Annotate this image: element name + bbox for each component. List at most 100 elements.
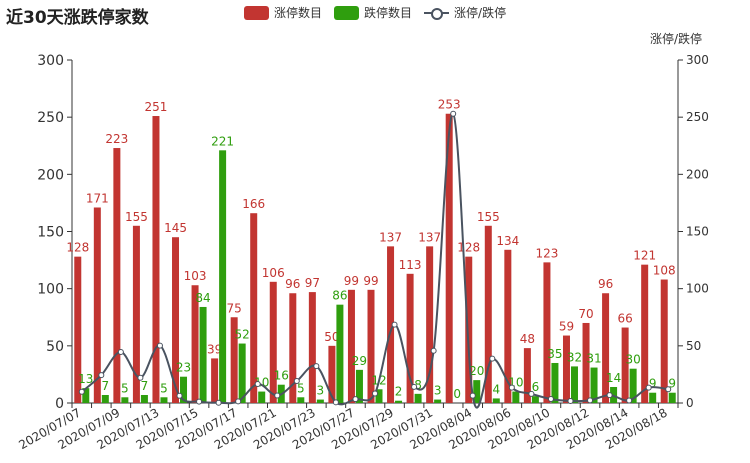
data-label-limit-up: 223 <box>105 132 128 146</box>
bar-limit-up <box>152 116 160 404</box>
legend-swatch-ratio <box>424 6 450 20</box>
ratio-point <box>489 355 496 362</box>
bar-limit-down <box>375 389 383 403</box>
data-label-limit-up: 96 <box>285 277 300 291</box>
y-right-tick-label: 250 <box>686 110 709 124</box>
y-left-tick-label: 0 <box>55 396 64 412</box>
data-label-limit-up: 137 <box>418 230 441 244</box>
legend-item-limit-down[interactable]: 跌停数目 <box>334 4 412 21</box>
data-label-limit-down: 30 <box>625 353 640 367</box>
data-label-limit-up: 171 <box>86 191 109 205</box>
bar-limit-up <box>211 358 219 403</box>
ratio-point <box>98 372 105 379</box>
data-label-limit-up: 103 <box>184 269 207 283</box>
y-left-tick-label: 200 <box>37 167 64 183</box>
ratio-point <box>274 392 281 399</box>
y-right-tick-label: 0 <box>686 396 694 410</box>
data-label-limit-down: 13 <box>78 372 93 386</box>
ratio-point <box>606 392 613 399</box>
data-label-limit-up: 155 <box>477 210 500 224</box>
data-label-limit-up: 39 <box>207 342 222 356</box>
ratio-point <box>313 363 320 370</box>
ratio-point <box>215 399 222 406</box>
data-label-limit-up: 121 <box>633 249 656 263</box>
bar-limit-up <box>562 335 570 403</box>
data-label-limit-up: 99 <box>363 274 378 288</box>
bar-limit-up <box>269 281 277 403</box>
bar-limit-down <box>238 343 246 403</box>
data-label-limit-down: 9 <box>668 377 676 391</box>
bar-limit-up <box>113 148 121 403</box>
ratio-point <box>626 397 633 404</box>
bar-limit-up <box>250 213 258 403</box>
legend-item-limit-up[interactable]: 涨停数目 <box>244 4 322 21</box>
ratio-point <box>293 378 300 385</box>
ratio-point <box>587 397 594 404</box>
bar-limit-down <box>297 397 305 403</box>
data-label-limit-down: 7 <box>141 379 149 393</box>
data-label-limit-up: 66 <box>617 312 632 326</box>
bar-limit-up <box>132 225 140 403</box>
data-label-limit-down: 2 <box>395 385 403 399</box>
bar-limit-up <box>347 289 355 403</box>
data-label-limit-up: 137 <box>379 230 402 244</box>
legend-item-ratio[interactable]: 涨停/跌停 <box>424 4 506 21</box>
data-label-limit-down: 7 <box>102 379 110 393</box>
bar-limit-down <box>414 393 422 403</box>
data-label-limit-down: 221 <box>211 134 234 148</box>
data-label-limit-up: 134 <box>496 234 519 248</box>
data-label-limit-up: 123 <box>535 246 558 260</box>
data-label-limit-down: 0 <box>453 387 461 401</box>
bar-limit-up <box>465 256 473 403</box>
bar-limit-up <box>172 237 180 403</box>
bar-limit-down <box>336 304 344 403</box>
bar-limit-down <box>258 391 266 403</box>
data-label-limit-down: 5 <box>121 381 129 395</box>
data-label-limit-down: 20 <box>469 364 484 378</box>
bar-limit-up <box>191 285 199 403</box>
y-left-tick-label: 250 <box>37 110 64 126</box>
ratio-point <box>645 384 652 391</box>
data-label-limit-up: 128 <box>66 241 89 255</box>
data-label-limit-down: 5 <box>297 381 305 395</box>
bar-limit-up <box>641 264 649 403</box>
ratio-point <box>567 397 574 404</box>
bar-limit-up <box>406 273 414 403</box>
bar-limit-down <box>492 398 500 403</box>
y-left-tick-label: 100 <box>37 282 64 298</box>
bar-limit-down <box>199 306 207 403</box>
bar-limit-down <box>82 388 90 403</box>
bar-limit-up <box>445 113 453 403</box>
ratio-point <box>528 390 535 397</box>
bar-limit-down <box>160 397 168 403</box>
bar-limit-up <box>308 292 316 403</box>
data-label-limit-down: 35 <box>547 347 562 361</box>
data-label-limit-down: 5 <box>160 381 168 395</box>
data-label-limit-up: 166 <box>242 197 265 211</box>
bar-limit-up <box>543 262 551 403</box>
bar-limit-down <box>473 380 481 403</box>
data-label-limit-up: 106 <box>262 266 285 280</box>
bar-limit-down <box>668 392 676 403</box>
bar-limit-down <box>649 392 657 403</box>
ratio-point <box>547 395 554 402</box>
bar-limit-down <box>434 399 442 403</box>
data-label-limit-down: 6 <box>532 380 540 394</box>
ratio-point <box>665 386 672 393</box>
bar-limit-up <box>93 207 101 403</box>
data-label-limit-down: 86 <box>332 289 347 303</box>
data-label-limit-up: 253 <box>438 98 461 112</box>
bar-limit-up <box>230 317 238 403</box>
data-label-limit-up: 70 <box>578 307 593 321</box>
ratio-point <box>411 383 418 390</box>
data-label-limit-down: 52 <box>235 328 250 342</box>
data-label-limit-down: 16 <box>274 369 289 383</box>
ratio-point <box>372 390 378 397</box>
ratio-point <box>78 388 85 395</box>
bar-limit-down <box>512 391 520 403</box>
ratio-point <box>391 321 398 328</box>
legend-swatch-limit-up <box>244 5 269 20</box>
bar-limit-up <box>74 256 82 403</box>
